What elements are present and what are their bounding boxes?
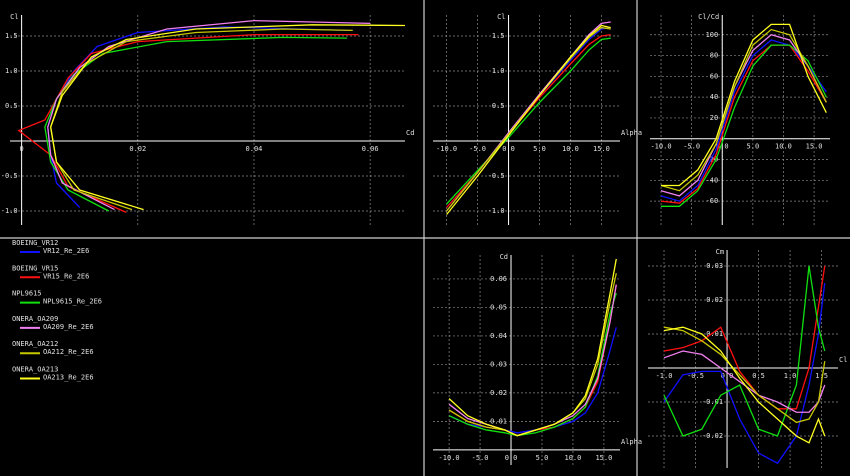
x-tick-label: 0.06 [362, 145, 379, 153]
y-tick-label: 0.01 [706, 330, 723, 338]
x-tick-label: 0.04 [246, 145, 263, 153]
x-tick-label: -5.0 [469, 145, 486, 153]
y-tick-label: 1.0 [5, 67, 18, 75]
y-tick-label: -1.0 [1, 207, 18, 215]
polar-curve [49, 28, 353, 211]
x-tick-label: 5.0 [747, 143, 760, 151]
y-tick-label: 0.03 [706, 262, 723, 270]
x-tick-label: 5.0 [533, 145, 546, 153]
y-tick-label: -1.0 [488, 207, 505, 215]
x-tick-label: 10.0 [562, 145, 579, 153]
y-axis-label: Cl [10, 13, 18, 21]
polar-curve [660, 39, 827, 202]
x-tick-label: 15.0 [806, 143, 823, 151]
legend-curve: VR12_Re_2E6 [43, 247, 89, 255]
legend-foil: ONERA_OA209 [12, 315, 58, 323]
legend-foil: BOEING_VR15 [12, 264, 58, 272]
legend-foil: ONERA_OA213 [12, 366, 58, 374]
y-tick-label: 1.5 [5, 32, 18, 40]
y-tick-label: -40 [706, 176, 719, 184]
polar-curve [663, 265, 826, 410]
y-tick-label: -0.01 [702, 398, 723, 406]
y-tick-label: 40 [710, 93, 718, 101]
y-axis-label: Cm [716, 248, 724, 256]
legend-foil: NPL9615 [12, 290, 42, 298]
x-tick-label: -1.0 [656, 372, 673, 380]
y-tick-label: 100 [706, 31, 719, 39]
y-axis-label: Cl/Cd [698, 13, 719, 21]
y-tick-label: 0.02 [490, 389, 507, 397]
polar-curve [661, 23, 827, 187]
polar-curve [663, 326, 826, 424]
x-axis-label: Cd [406, 129, 414, 137]
legend-curve: OA209_Re_2E6 [43, 323, 94, 331]
x-tick-label: -5.0 [683, 143, 700, 151]
y-tick-label: -20 [706, 156, 719, 164]
x-tick-label: 10.0 [565, 454, 582, 462]
y-tick-label: 0.01 [490, 417, 507, 425]
x-axis-label: Alpha [621, 129, 642, 137]
y-tick-label: 0.06 [490, 275, 507, 283]
y-tick-label: 0.04 [490, 332, 507, 340]
legend-curve: NPL9615_Re_2E6 [43, 298, 102, 306]
polar-curve [660, 28, 827, 192]
y-tick-label: -0.5 [488, 172, 505, 180]
x-tick-label: -10.0 [650, 143, 671, 151]
x-tick-label: 0.5 [752, 372, 765, 380]
x-tick-label: -10.0 [436, 145, 457, 153]
x-tick-label: -0.5 [687, 372, 704, 380]
polar-curve [660, 44, 827, 204]
x-tick-label: 10.0 [775, 143, 792, 151]
polar-curve [446, 33, 611, 208]
y-tick-label: 0.5 [5, 102, 18, 110]
y-tick-label: 80 [710, 52, 718, 60]
y-tick-label: 20 [710, 114, 718, 122]
x-tick-label: 15.0 [593, 145, 610, 153]
y-tick-label: -60 [706, 197, 719, 205]
y-axis-label: Cl [497, 13, 505, 21]
polar-curve [663, 326, 826, 444]
legend-foil: ONERA_OA212 [12, 340, 58, 348]
polar-curve [448, 273, 617, 437]
polar-curve [663, 265, 826, 437]
polar-curve [663, 350, 826, 413]
polar-curve [446, 21, 611, 212]
x-tick-label: 15.0 [595, 454, 612, 462]
polar-curve [47, 26, 347, 208]
legend-curve: OA213_Re_2E6 [43, 374, 94, 382]
x-tick-label: -5.0 [472, 454, 489, 462]
y-tick-label: 60 [710, 72, 718, 80]
y-tick-label: -0.5 [1, 172, 18, 180]
y-tick-label: 0.02 [706, 296, 723, 304]
y-tick-label: 0.05 [490, 303, 507, 311]
polar-curve [448, 258, 617, 437]
polar-curve [448, 292, 617, 437]
polar-curve [44, 36, 347, 212]
x-tick-label: 0.02 [129, 145, 146, 153]
y-tick-label: 1.0 [492, 67, 505, 75]
y-axis-label: Cd [500, 253, 508, 261]
x-tick-label: 5.0 [536, 454, 549, 462]
polar-curve [663, 282, 826, 465]
polar-curve [49, 24, 406, 211]
legend-curve: VR15_Re_2E6 [43, 272, 89, 280]
legend-foil: BOEING_VR12 [12, 239, 58, 247]
y-tick-label: 0.03 [490, 360, 507, 368]
y-tick-label: 1.5 [492, 32, 505, 40]
polar-curve [47, 19, 371, 211]
polar-curve [446, 24, 611, 215]
y-tick-label: 0.5 [492, 102, 505, 110]
polar-curve [17, 33, 359, 213]
x-axis-label: Alpha [621, 438, 642, 446]
x-tick-label: 1.5 [815, 372, 828, 380]
y-tick-label: -0.02 [702, 432, 723, 440]
x-axis-label: Cl [839, 356, 847, 364]
x-tick-label: 1.0 [784, 372, 797, 380]
x-tick-label: -10.0 [439, 454, 460, 462]
legend-curve: OA212_Re_2E6 [43, 348, 94, 356]
polar-curve [660, 34, 827, 197]
